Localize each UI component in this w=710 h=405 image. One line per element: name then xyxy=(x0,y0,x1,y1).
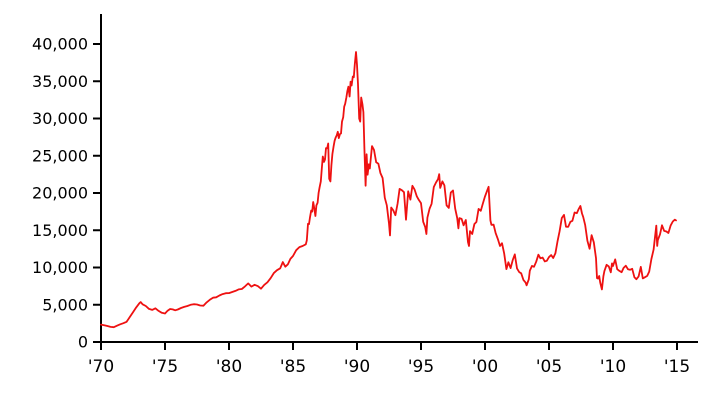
y-axis-tick-label: 20,000 xyxy=(32,184,88,203)
y-axis-tick-label: 25,000 xyxy=(32,146,88,165)
x-axis-tick-label: '75 xyxy=(152,357,178,377)
x-axis-tick-label: '95 xyxy=(408,357,434,377)
x-axis-tick-label: '15 xyxy=(664,357,690,377)
x-axis-tick-label: '90 xyxy=(344,357,370,377)
y-axis-tick-label: 15,000 xyxy=(32,221,88,240)
x-axis-tick-label: '05 xyxy=(536,357,562,377)
y-axis-tick-label: 5,000 xyxy=(42,295,88,314)
x-axis-tick-label: '70 xyxy=(88,357,114,377)
y-axis-tick-label: 0 xyxy=(78,333,88,352)
x-axis-tick-label: '85 xyxy=(280,357,306,377)
x-axis-tick-label: '10 xyxy=(600,357,626,377)
x-axis-tick-label: '00 xyxy=(472,357,498,377)
y-axis-tick-label: 10,000 xyxy=(32,258,88,277)
y-axis-tick-label: 35,000 xyxy=(32,72,88,91)
y-axis-tick-label: 40,000 xyxy=(32,35,88,54)
y-axis-tick-label: 30,000 xyxy=(32,109,88,128)
price-line-stock-index-level xyxy=(100,51,677,329)
x-axis-tick-label: '80 xyxy=(216,357,242,377)
